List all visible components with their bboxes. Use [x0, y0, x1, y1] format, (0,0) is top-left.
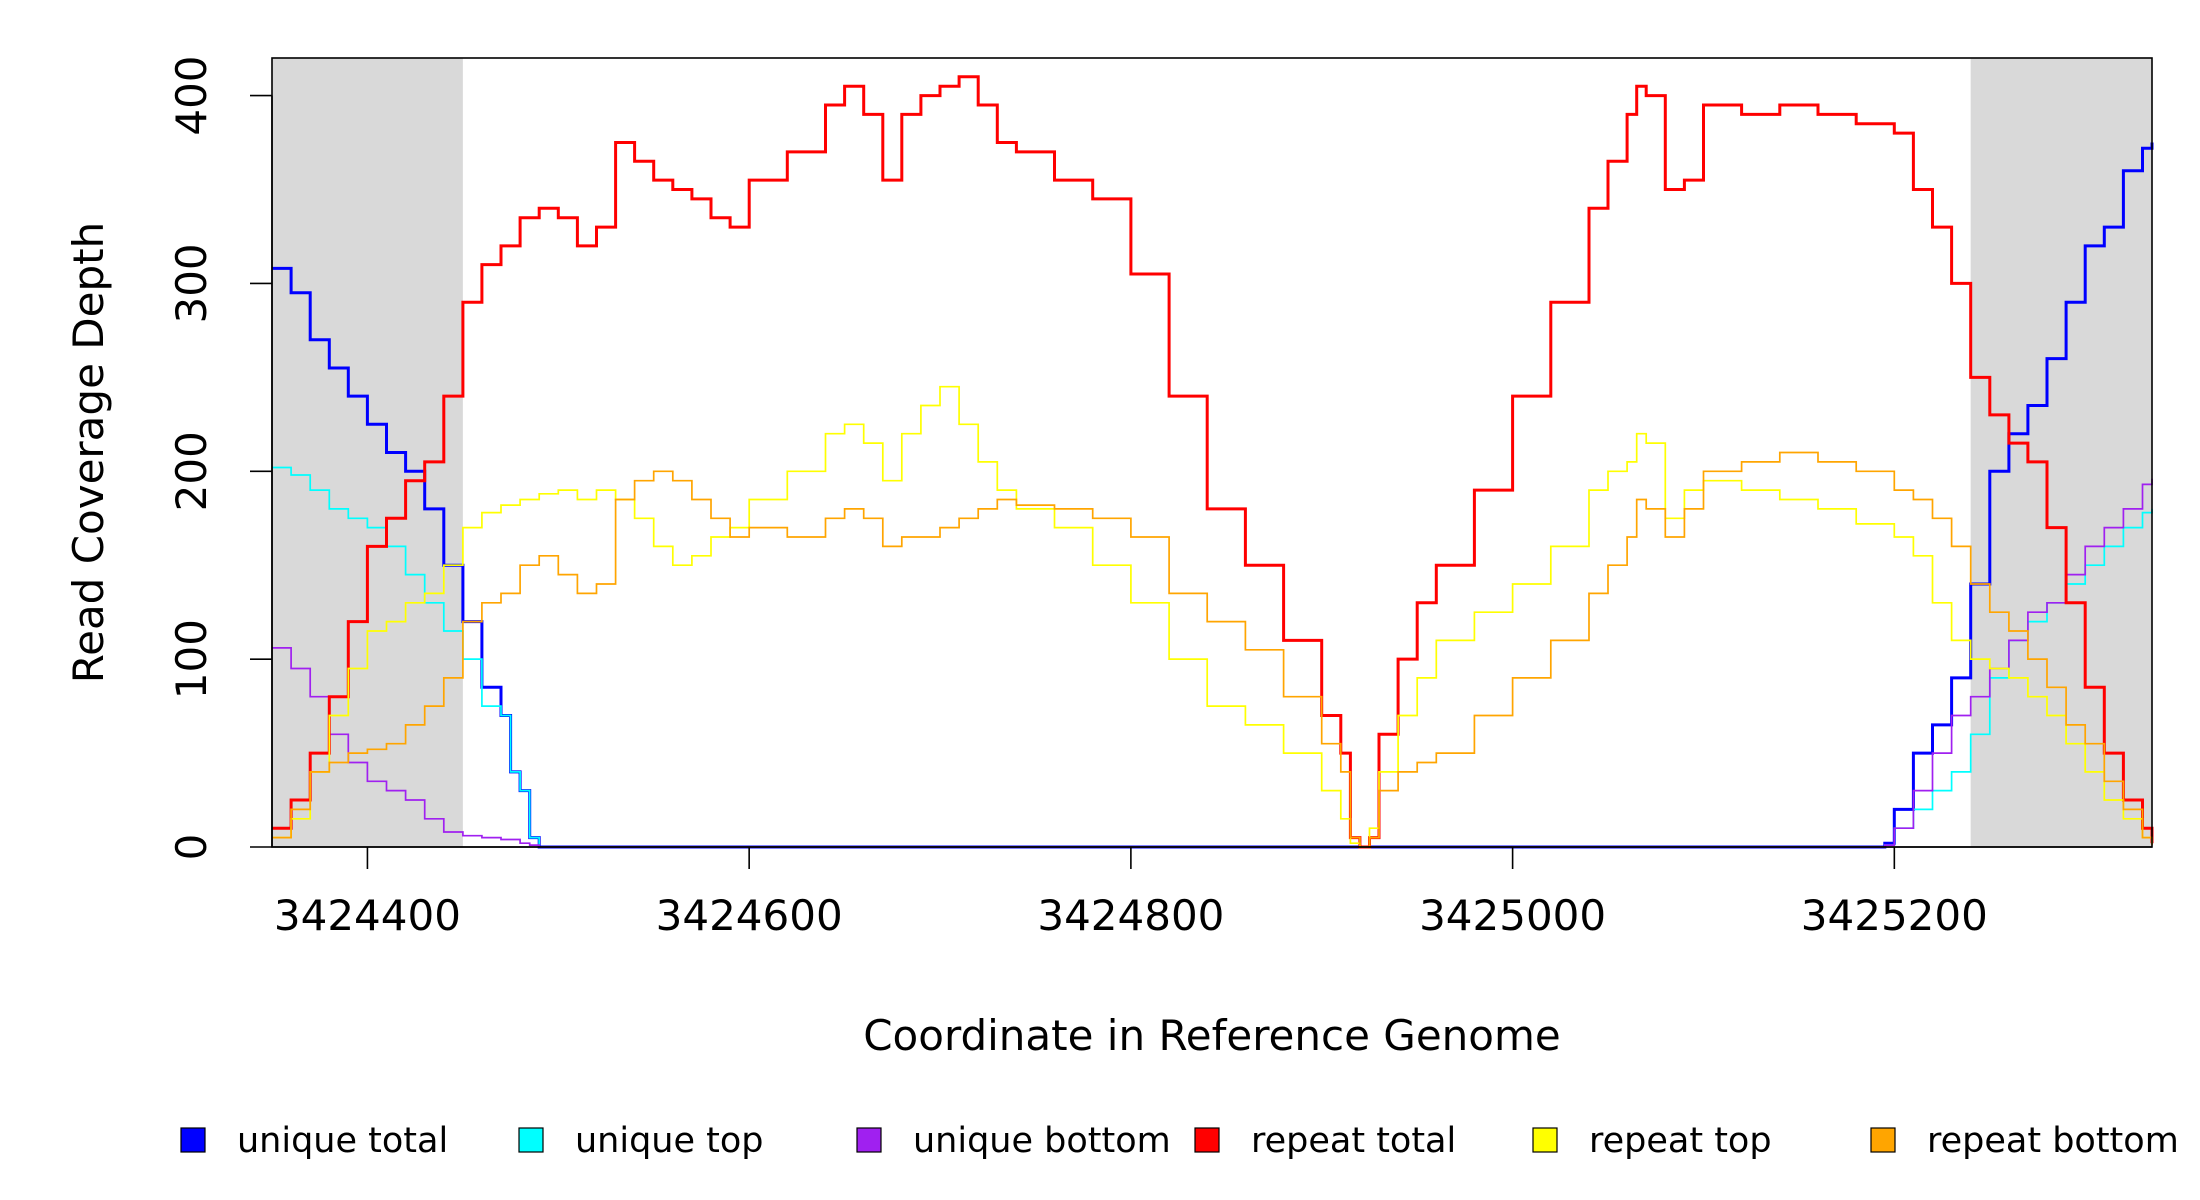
plot-frame: [271, 57, 2153, 848]
legend-swatch: [856, 1127, 882, 1153]
series-line-repeat-bottom: [272, 451, 2153, 848]
series-lines: [272, 75, 2154, 849]
legend-swatch: [1194, 1127, 1220, 1153]
x-tick-label: 3425000: [1419, 891, 1606, 940]
legend-label: unique bottom: [913, 1121, 1171, 1161]
shaded-region-0: [272, 58, 463, 847]
legend-swatch: [1870, 1127, 1896, 1153]
y-tick-label: 100: [167, 619, 216, 699]
legend-label: repeat total: [1251, 1121, 1456, 1161]
series-line-unique-total: [272, 142, 2154, 849]
y-tick-label: 0: [167, 834, 216, 861]
x-tick-label: 3425200: [1801, 891, 1988, 940]
legend-label: repeat bottom: [1927, 1121, 2179, 1161]
y-tick-label: 200: [167, 431, 216, 511]
legend-label: unique top: [575, 1121, 764, 1161]
legend: unique total unique top unique bottom repea…: [180, 1121, 2179, 1161]
legend-label: repeat top: [1589, 1121, 1772, 1161]
series-line-repeat-total: [272, 75, 2154, 849]
x-tick-label: 3424800: [1037, 891, 1224, 940]
legend-swatch: [518, 1127, 544, 1153]
y-tick-label: 400: [167, 55, 216, 135]
x-tick-label: 3424400: [274, 891, 461, 940]
x-axis: 3424400 3424600 3424800 3425000 3425200: [272, 846, 2152, 940]
x-axis-label: Coordinate in Reference Genome: [863, 1011, 1561, 1060]
y-tick-label: 300: [167, 243, 216, 323]
legend-label: unique total: [237, 1121, 448, 1161]
legend-swatch: [1532, 1127, 1558, 1153]
shaded-regions: [272, 58, 2152, 847]
legend-swatch: [180, 1127, 206, 1153]
series-line-repeat-top: [272, 385, 2153, 848]
series-line-unique-bottom: [272, 478, 2153, 848]
y-axis: 0 100 200 300 400: [167, 55, 273, 861]
x-tick-label: 3424600: [656, 891, 843, 940]
y-axis-label: Read Coverage Depth: [64, 222, 113, 683]
